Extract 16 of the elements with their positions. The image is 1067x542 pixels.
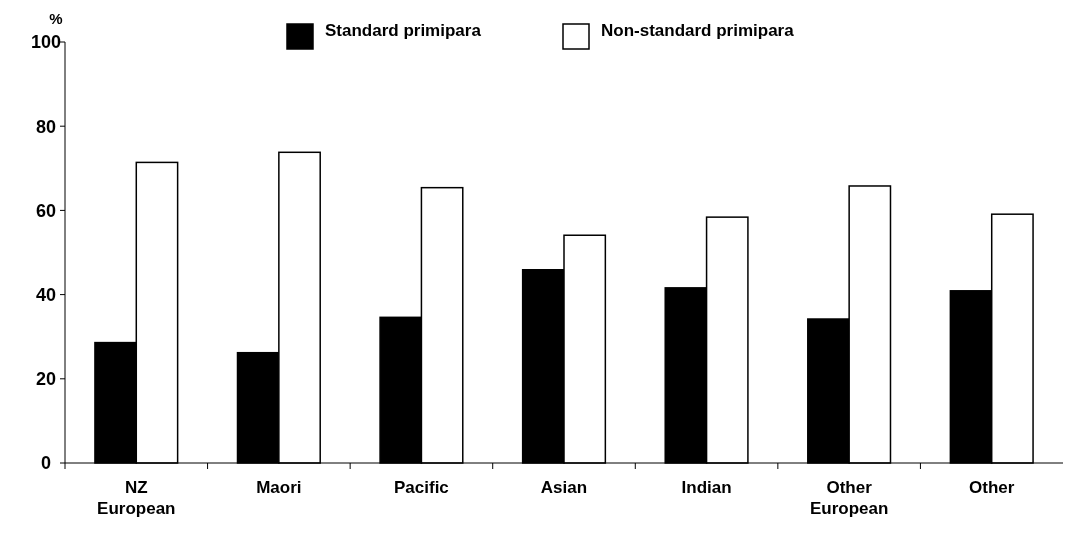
y-tick-label: 80 [35,116,57,137]
y-tick-label: 100 [30,32,62,53]
legend-label: Non-standard primipara [601,20,795,40]
x-tick-label: Maori [256,478,302,497]
x-tick-label: NZ European [97,478,176,518]
y-tick-label: 20 [35,369,57,390]
y-tick-label: 40 [35,284,57,305]
x-tick-label: Indian [681,478,732,497]
y-tick-label: 60 [35,200,57,221]
y-tick-label: 0 [40,453,52,474]
x-tick-label: Other [969,478,1015,497]
y-axis-title: % [49,10,63,27]
x-tick-label: Asian [540,478,588,497]
x-tick-label: Pacific [394,478,449,497]
x-tick-label: Other European [809,478,889,518]
legend-label: Standard primipara [325,20,482,40]
